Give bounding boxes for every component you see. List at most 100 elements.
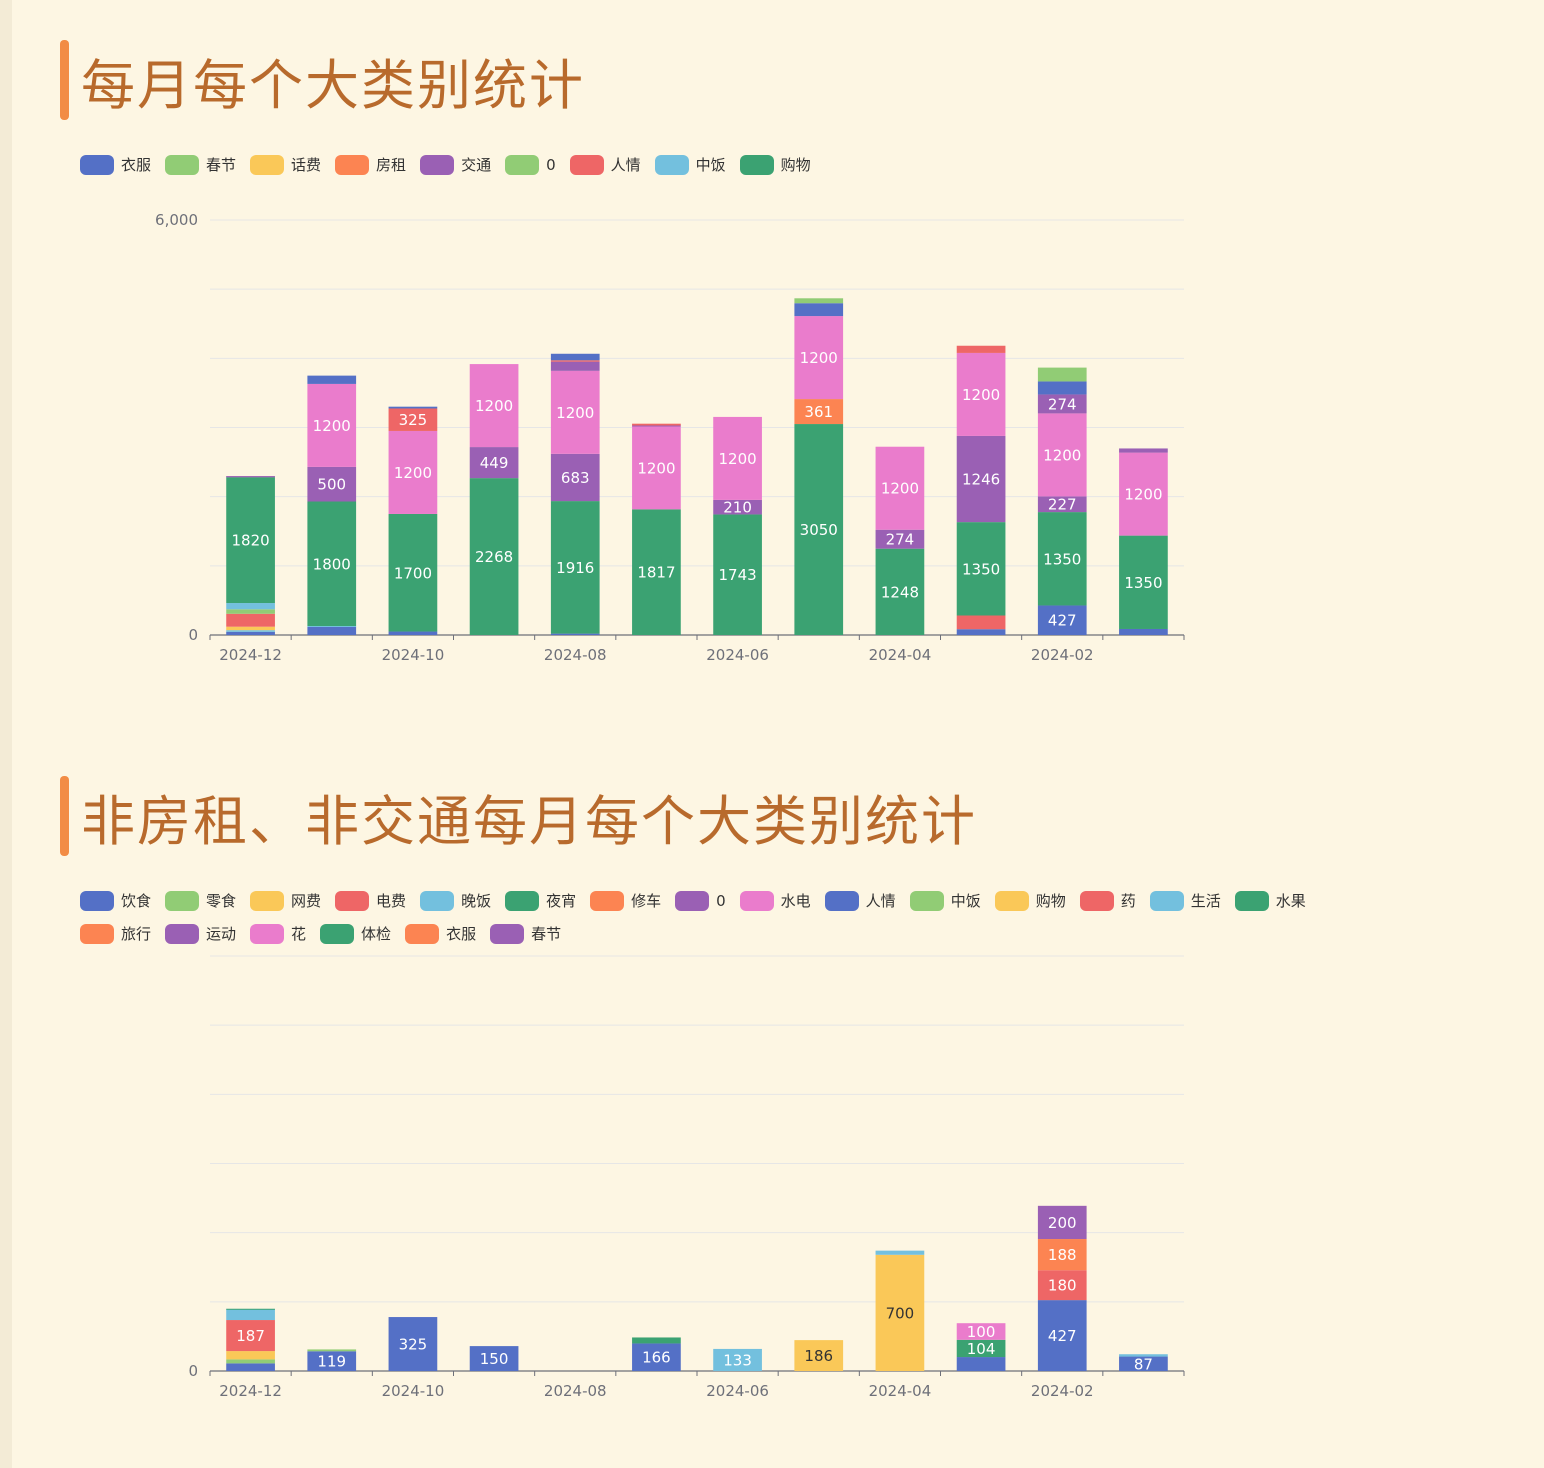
- bar-segment[interactable]: [226, 603, 275, 610]
- bar-segment[interactable]: [388, 1317, 438, 1371]
- bar-segment[interactable]: [956, 629, 1006, 635]
- bar-segment[interactable]: [550, 360, 600, 362]
- legend-item[interactable]: 0: [675, 888, 726, 913]
- bar-segment[interactable]: [632, 423, 681, 426]
- bar-segment[interactable]: [1119, 1356, 1168, 1371]
- legend-item[interactable]: 水果: [1234, 888, 1306, 913]
- bar-segment[interactable]: [632, 509, 681, 635]
- bar-segment[interactable]: [226, 630, 275, 632]
- bar-segment[interactable]: [469, 478, 519, 635]
- legend-item[interactable]: 旅行: [80, 921, 151, 946]
- bar-segment[interactable]: [1037, 605, 1087, 635]
- legend-item[interactable]: 衣服: [405, 921, 476, 946]
- bar-segment[interactable]: [550, 361, 600, 371]
- bar-segment[interactable]: [226, 1320, 275, 1352]
- bar-segment[interactable]: [307, 626, 357, 628]
- bar-segment[interactable]: [226, 609, 275, 614]
- legend-item[interactable]: 购物: [739, 152, 811, 177]
- bar-segment[interactable]: [794, 316, 844, 400]
- bar-segment[interactable]: [1037, 367, 1087, 382]
- bar-segment[interactable]: [875, 548, 925, 635]
- bar-segment[interactable]: [956, 1323, 1006, 1340]
- bar-segment[interactable]: [226, 626, 275, 631]
- bar-segment[interactable]: [550, 501, 600, 634]
- legend-item[interactable]: 零食: [165, 888, 236, 913]
- bar-segment[interactable]: [226, 476, 275, 478]
- bar-segment[interactable]: [713, 514, 762, 635]
- bar-segment[interactable]: [956, 352, 1006, 436]
- bar-segment[interactable]: [226, 631, 275, 635]
- bar-segment[interactable]: [1119, 628, 1168, 635]
- bar-segment[interactable]: [388, 513, 438, 632]
- bar-segment[interactable]: [226, 1308, 275, 1310]
- legend-item[interactable]: 0: [505, 152, 556, 177]
- bar-segment[interactable]: [794, 399, 844, 425]
- bar-segment[interactable]: [1119, 1354, 1168, 1357]
- bar-segment[interactable]: [388, 406, 438, 409]
- bar-segment[interactable]: [550, 353, 600, 361]
- legend-item[interactable]: 晚饭: [420, 888, 491, 913]
- bar-segment[interactable]: [794, 298, 844, 304]
- bar-segment[interactable]: [794, 1340, 844, 1371]
- bar-segment[interactable]: [307, 626, 357, 635]
- legend-item[interactable]: 交通: [420, 152, 491, 177]
- bar-segment[interactable]: [632, 1337, 681, 1344]
- legend-item[interactable]: 药: [1079, 888, 1136, 913]
- legend-item[interactable]: 购物: [994, 888, 1066, 913]
- bar-segment[interactable]: [307, 1349, 357, 1352]
- bar-segment[interactable]: [713, 499, 762, 515]
- bar-segment[interactable]: [1037, 413, 1087, 497]
- bar-segment[interactable]: [469, 447, 519, 479]
- bar-segment[interactable]: [956, 345, 1006, 353]
- bar-segment[interactable]: [794, 424, 844, 635]
- bar-segment[interactable]: [1037, 1205, 1087, 1240]
- bar-segment[interactable]: [1037, 1270, 1087, 1301]
- bar-segment[interactable]: [226, 1363, 275, 1371]
- bar-segment[interactable]: [713, 416, 762, 500]
- bar-segment[interactable]: [956, 1339, 1006, 1358]
- bar-segment[interactable]: [1037, 512, 1087, 606]
- bar-segment[interactable]: [307, 375, 357, 384]
- bar-segment[interactable]: [875, 529, 925, 549]
- legend-item[interactable]: 体检: [320, 921, 391, 946]
- legend-item[interactable]: 花: [250, 921, 306, 946]
- bar-segment[interactable]: [713, 1348, 762, 1371]
- bar-segment[interactable]: [226, 613, 275, 627]
- legend-item[interactable]: 人情: [569, 152, 641, 177]
- bar-segment[interactable]: [307, 1351, 357, 1371]
- bar-segment[interactable]: [226, 477, 275, 604]
- bar-segment[interactable]: [1037, 1300, 1087, 1371]
- bar-segment[interactable]: [956, 435, 1006, 523]
- bar-segment[interactable]: [1119, 535, 1168, 629]
- legend-item[interactable]: 运动: [165, 921, 236, 946]
- bar-segment[interactable]: [875, 1254, 925, 1371]
- legend-item[interactable]: 人情: [824, 888, 896, 913]
- bar-segment[interactable]: [388, 430, 438, 514]
- legend-item[interactable]: 春节: [490, 921, 561, 946]
- legend-item[interactable]: 话费: [250, 152, 321, 177]
- legend-item[interactable]: 衣服: [80, 152, 151, 177]
- bar-segment[interactable]: [307, 501, 357, 627]
- bar-segment[interactable]: [1037, 381, 1087, 395]
- bar-segment[interactable]: [1119, 452, 1168, 536]
- bar-segment[interactable]: [388, 408, 438, 431]
- bar-segment[interactable]: [469, 364, 519, 448]
- bar-segment[interactable]: [1037, 1239, 1087, 1271]
- bar-segment[interactable]: [550, 453, 600, 502]
- legend-item[interactable]: 夜宵: [505, 888, 576, 913]
- bar-segment[interactable]: [1037, 496, 1087, 513]
- bar-segment[interactable]: [226, 1351, 275, 1360]
- bar-segment[interactable]: [956, 615, 1006, 630]
- legend-item[interactable]: 饮食: [80, 888, 151, 913]
- legend-item[interactable]: 春节: [165, 152, 236, 177]
- bar-segment[interactable]: [226, 1309, 275, 1321]
- legend-item[interactable]: 电费: [335, 888, 406, 913]
- bar-segment[interactable]: [632, 425, 681, 427]
- bar-segment[interactable]: [632, 426, 681, 510]
- legend-item[interactable]: 网费: [250, 888, 321, 913]
- legend-item[interactable]: 房租: [335, 152, 406, 177]
- bar-segment[interactable]: [875, 1250, 925, 1255]
- bar-segment[interactable]: [388, 631, 438, 635]
- bar-segment[interactable]: [226, 1359, 275, 1364]
- legend-item[interactable]: 中饭: [654, 152, 726, 177]
